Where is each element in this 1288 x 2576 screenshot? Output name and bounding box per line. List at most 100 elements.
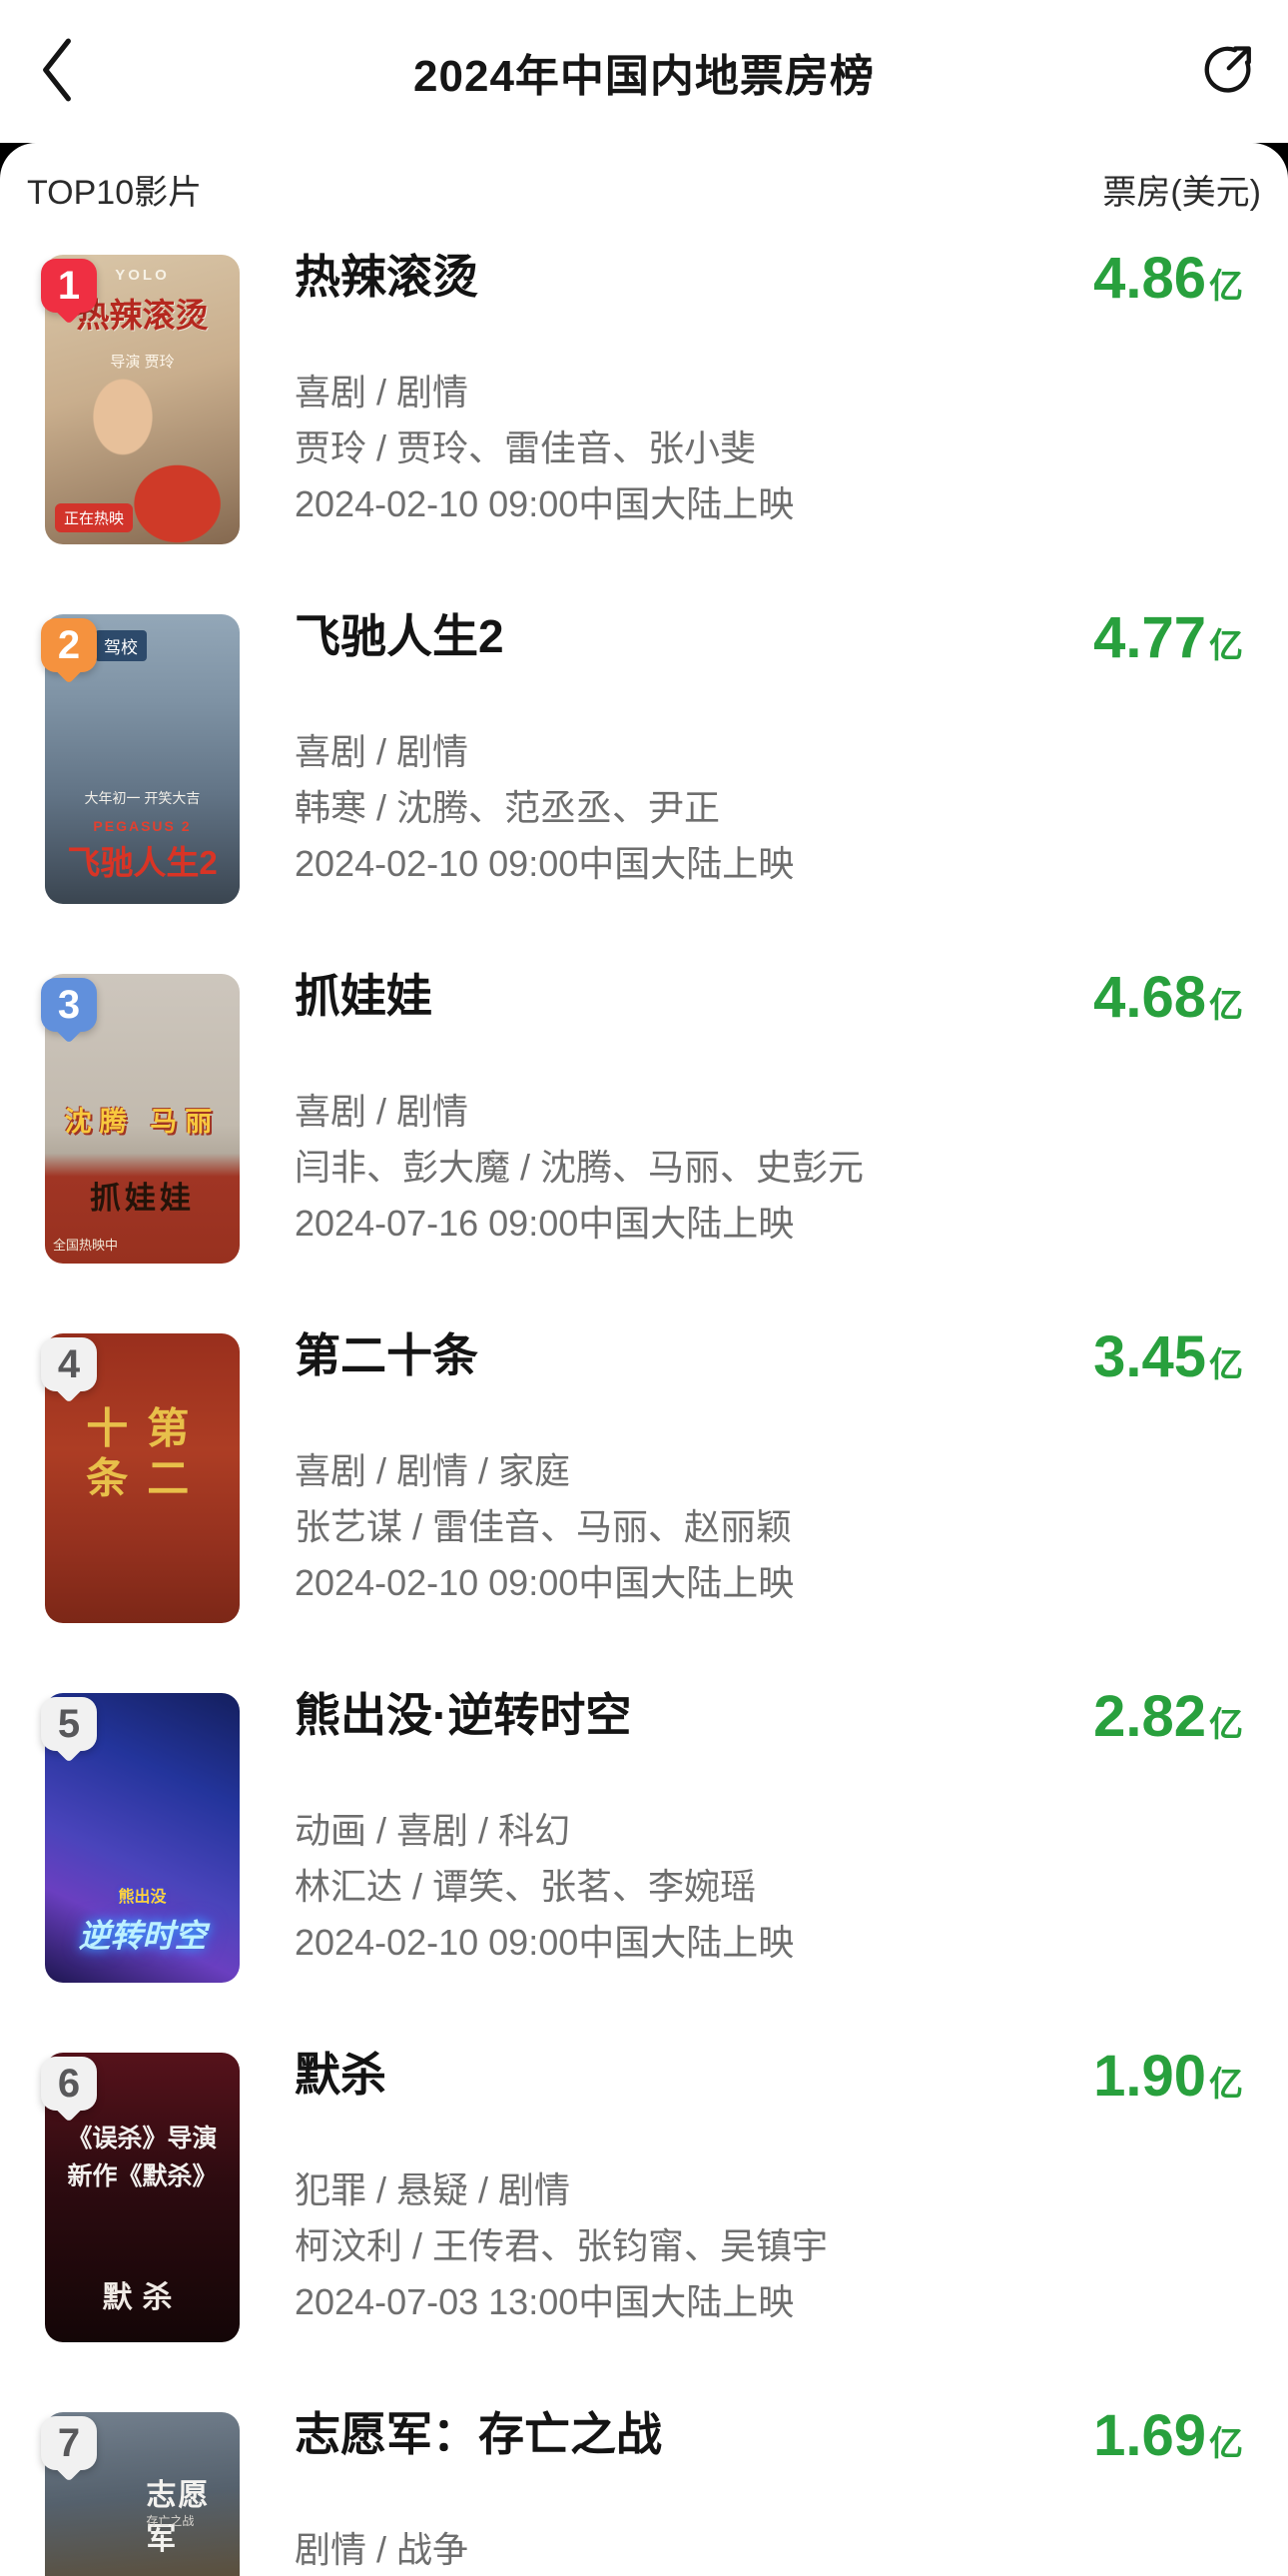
- rank-badge: 7: [41, 2416, 97, 2470]
- poster-sign-text: 驾校: [95, 630, 147, 661]
- poster-title-text: 飞驰人生2: [67, 844, 218, 881]
- poster-tag-badge: 正在热映: [55, 503, 134, 532]
- back-icon: [36, 37, 76, 106]
- movie-title: 抓娃娃: [295, 970, 432, 1022]
- poster-title-text: 热辣滚烫: [76, 297, 209, 334]
- box-office: 2.82 亿: [1093, 1685, 1243, 1749]
- movie-row[interactable]: 驾校 大年初一 开笑大吉 PEGASUS 2 飞驰人生2 2 飞驰人生2 4.7…: [41, 606, 1243, 904]
- rank-badge: 2: [41, 618, 97, 672]
- movie-title: 热辣滚烫: [295, 251, 478, 303]
- movie-info: 抓娃娃 4.68 亿 喜剧 / 剧情 闫非、彭大魔 / 沈腾、马丽、史彭元 20…: [295, 966, 1243, 1264]
- movie-meta: 喜剧 / 剧情 韩寒 / 沈腾、范丞丞、尹正 2024-02-10 09:00中…: [295, 724, 1243, 892]
- poster-credit-text: 导演 贾玲: [110, 354, 175, 371]
- list-header-movies: TOP10影片: [27, 174, 203, 212]
- movie-credits: 张艺谋 / 雷佳音、马丽、赵丽颖: [295, 1506, 793, 1547]
- rank-badge: 1: [41, 259, 97, 313]
- movie-row[interactable]: 沈腾 马丽 抓娃娃 全国热映中 3 抓娃娃 4.68 亿 喜剧 / 剧情 闫非、…: [41, 966, 1243, 1264]
- poster-line2-text: 新作《默杀》: [67, 2162, 218, 2190]
- movie-genres: 喜剧 / 剧情 / 家庭: [295, 1450, 571, 1491]
- movie-release: 2024-02-10 09:00中国大陆上映: [295, 483, 795, 524]
- rank-badge: 5: [41, 1697, 97, 1751]
- movie-credits: 闫非、彭大魔 / 沈腾、马丽、史彭元: [295, 1147, 865, 1188]
- box-office: 1.90 亿: [1093, 2045, 1243, 2109]
- poster-tag-text: 全国热映中: [53, 1238, 119, 1253]
- box-office-unit: 亿: [1209, 1706, 1243, 1744]
- back-button[interactable]: [36, 0, 76, 143]
- poster-title-text: 第二十条: [80, 1405, 189, 1506]
- box-office-unit: 亿: [1209, 987, 1243, 1025]
- movie-meta: 喜剧 / 剧情 贾玲 / 贾玲、雷佳音、张小斐 2024-02-10 09:00…: [295, 365, 1243, 532]
- movie-row[interactable]: 志愿军 存亡之战 7 志愿军：存亡之战 1.69 亿 剧情 / 战争: [41, 2404, 1243, 2576]
- content-card: TOP10影片 票房(美元) YOLO 热辣滚烫 导演 贾玲 正在热映 1 热辣…: [0, 143, 1288, 2576]
- movie-poster: YOLO 热辣滚烫 导演 贾玲 正在热映: [45, 255, 240, 544]
- movie-row[interactable]: 第二十条 4 第二十条 3.45 亿 喜剧 / 剧情 / 家庭 张艺谋 / 雷佳…: [41, 1325, 1243, 1623]
- rank-badge: 3: [41, 978, 97, 1032]
- poster-line1-text: 《误杀》导演: [67, 2125, 218, 2152]
- box-office-unit: 亿: [1209, 1346, 1243, 1384]
- poster-title-text: 志愿军: [146, 2479, 211, 2556]
- box-office: 1.69 亿: [1093, 2404, 1243, 2468]
- movie-row[interactable]: 《误杀》导演 新作《默杀》 默杀 6 默杀 1.90 亿 犯罪 / 悬疑 / 剧…: [41, 2045, 1243, 2342]
- movie-title: 第二十条: [295, 1329, 478, 1381]
- movie-genres: 喜剧 / 剧情: [295, 372, 469, 413]
- box-office: 4.86 亿: [1093, 247, 1243, 311]
- poster-title-text: 逆转时空: [78, 1918, 207, 1954]
- movie-genres: 剧情 / 战争: [295, 2529, 469, 2570]
- box-office-value: 4.68: [1093, 965, 1206, 1030]
- poster-title-text: 默杀: [102, 2281, 183, 2314]
- box-office-unit: 亿: [1209, 268, 1243, 306]
- movie-meta: 犯罪 / 悬疑 / 剧情 柯汶利 / 王传君、张钧甯、吴镇宇 2024-07-0…: [295, 2162, 1243, 2330]
- movie-credits: 林汇达 / 谭笑、张茗、李婉瑶: [295, 1866, 757, 1907]
- movie-release: 2024-02-10 09:00中国大陆上映: [295, 1562, 795, 1603]
- movie-info: 热辣滚烫 4.86 亿 喜剧 / 剧情 贾玲 / 贾玲、雷佳音、张小斐 2024…: [295, 247, 1243, 544]
- box-office-value: 4.77: [1093, 605, 1206, 670]
- movie-meta: 喜剧 / 剧情 闫非、彭大魔 / 沈腾、马丽、史彭元 2024-07-16 09…: [295, 1084, 1243, 1252]
- box-office-value: 2.82: [1093, 1684, 1206, 1749]
- movie-title: 熊出没·逆转时空: [295, 1689, 632, 1741]
- movie-info: 默杀 1.90 亿 犯罪 / 悬疑 / 剧情 柯汶利 / 王传君、张钧甯、吴镇宇…: [295, 2045, 1243, 2342]
- box-office-unit: 亿: [1209, 2066, 1243, 2104]
- app-header: 2024年中国内地票房榜: [0, 0, 1288, 143]
- list-header-boxoffice: 票房(美元): [1102, 174, 1261, 212]
- movie-credits: 韩寒 / 沈腾、范丞丞、尹正: [295, 787, 721, 828]
- movie-poster: 志愿军 存亡之战: [45, 2412, 240, 2576]
- share-button[interactable]: [1198, 0, 1256, 143]
- movie-release: 2024-07-16 09:00中国大陆上映: [295, 1203, 795, 1244]
- movie-poster: 驾校 大年初一 开笑大吉 PEGASUS 2 飞驰人生2: [45, 614, 240, 904]
- box-office: 3.45 亿: [1093, 1325, 1243, 1389]
- box-office-value: 1.69: [1093, 2403, 1206, 2468]
- movie-credits: 贾玲 / 贾玲、雷佳音、张小斐: [295, 428, 757, 468]
- box-office-unit: 亿: [1209, 2425, 1243, 2463]
- poster-title-text: 抓娃娃: [90, 1181, 195, 1216]
- movie-title: 默杀: [295, 2049, 386, 2101]
- poster-eng-text: PEGASUS 2: [93, 818, 192, 834]
- movie-meta: 剧情 / 战争: [295, 2522, 1243, 2576]
- movie-row[interactable]: 熊出没 逆转时空 5 熊出没·逆转时空 2.82 亿 动画 / 喜剧 / 科幻 …: [41, 1685, 1243, 1983]
- movie-info: 熊出没·逆转时空 2.82 亿 动画 / 喜剧 / 科幻 林汇达 / 谭笑、张茗…: [295, 1685, 1243, 1983]
- box-office-value: 4.86: [1093, 246, 1206, 311]
- page-title: 2024年中国内地票房榜: [413, 51, 875, 101]
- movie-info: 第二十条 3.45 亿 喜剧 / 剧情 / 家庭 张艺谋 / 雷佳音、马丽、赵丽…: [295, 1325, 1243, 1623]
- rank-badge: 4: [41, 1337, 97, 1391]
- poster-logo-text: YOLO: [115, 267, 170, 284]
- list-header: TOP10影片 票房(美元): [27, 165, 1261, 214]
- movie-row[interactable]: YOLO 热辣滚烫 导演 贾玲 正在热映 1 热辣滚烫 4.86 亿 喜剧 / …: [41, 247, 1243, 544]
- movie-genres: 动画 / 喜剧 / 科幻: [295, 1810, 571, 1851]
- box-office-unit: 亿: [1209, 627, 1243, 665]
- movie-genres: 喜剧 / 剧情: [295, 731, 469, 772]
- movie-meta: 动画 / 喜剧 / 科幻 林汇达 / 谭笑、张茗、李婉瑶 2024-02-10 …: [295, 1803, 1243, 1971]
- poster-names-text: 沈腾 马丽: [64, 1107, 221, 1137]
- box-office-value: 1.90: [1093, 2044, 1206, 2109]
- poster-logo-text: 熊出没: [118, 1889, 167, 1906]
- box-office: 4.77 亿: [1093, 606, 1243, 670]
- movie-release: 2024-07-03 13:00中国大陆上映: [295, 2281, 795, 2322]
- rank-badge: 6: [41, 2057, 97, 2111]
- movie-info: 志愿军：存亡之战 1.69 亿 剧情 / 战争: [295, 2404, 1243, 2576]
- poster-subtitle-text: 存亡之战: [146, 2514, 195, 2528]
- movie-credits: 柯汶利 / 王传君、张钧甯、吴镇宇: [295, 2225, 829, 2266]
- box-office-value: 3.45: [1093, 1324, 1206, 1389]
- movie-info: 飞驰人生2 4.77 亿 喜剧 / 剧情 韩寒 / 沈腾、范丞丞、尹正 2024…: [295, 606, 1243, 904]
- movie-title: 飞驰人生2: [295, 610, 504, 662]
- share-icon: [1198, 41, 1256, 102]
